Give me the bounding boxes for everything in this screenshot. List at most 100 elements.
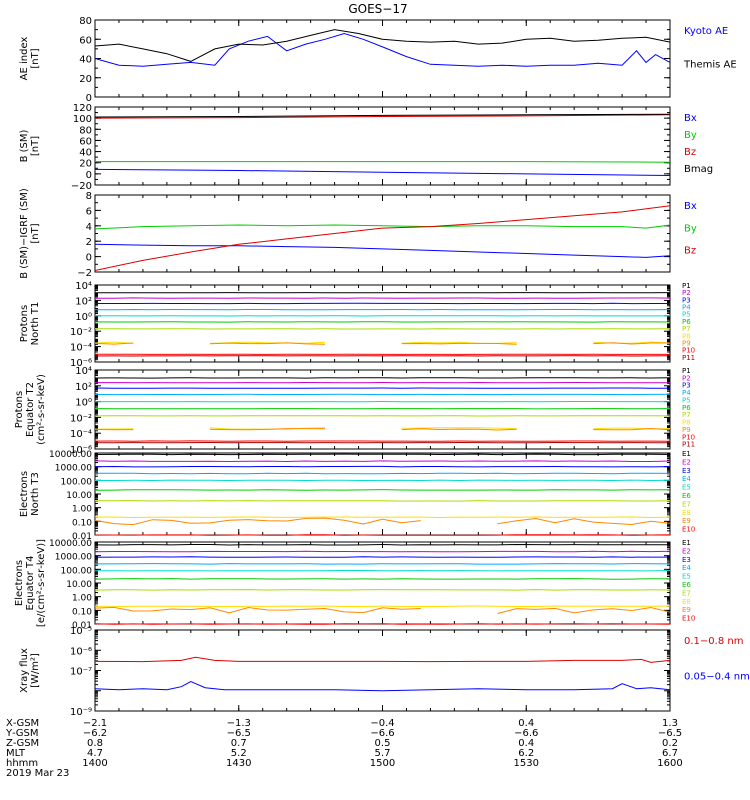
chart-title: GOES−17 xyxy=(348,2,407,16)
series-bx xyxy=(94,243,671,258)
channel-line xyxy=(94,460,671,463)
channel-line xyxy=(94,605,671,608)
y-axis-label: [e/(cm²‑s‑sr‑keV)] xyxy=(36,539,47,627)
channel-label: E7 xyxy=(682,500,691,508)
y-tick-label: −20 xyxy=(71,181,92,192)
channel-label: P6 xyxy=(682,318,691,326)
legend-item: 0.1−0.8 nm xyxy=(684,636,743,647)
panel-frame xyxy=(94,106,671,186)
y-tick-label: 2 xyxy=(86,237,92,248)
y-tick-label: 100.00 xyxy=(61,477,93,487)
y-axis-label: B (SM) xyxy=(19,129,30,162)
panel-frame xyxy=(94,629,671,712)
y-axis-label: [nT] xyxy=(30,223,41,243)
y-tick-label: 20 xyxy=(79,74,92,85)
channel-label: P7 xyxy=(682,325,691,333)
channel-line xyxy=(94,578,671,580)
y-tick-label: 0.01 xyxy=(72,621,92,631)
channel-line xyxy=(95,563,671,565)
panel-enorth: 0.01 0.10 1.00 10.00 100.00 1000.00 10000.00 El… xyxy=(19,450,695,542)
y-tick-label: 6 xyxy=(86,206,92,217)
channel-line xyxy=(209,342,326,345)
y-tick-label: 10² xyxy=(75,382,92,393)
channel-line xyxy=(401,342,517,345)
channel-label: E6 xyxy=(682,581,691,589)
channel-label: P4 xyxy=(682,304,691,312)
y-tick-label: 0 xyxy=(86,253,92,264)
panel-xray: 10⁻⁹ 10⁻⁷ 10⁻⁶ 10⁻⁵ Xray flux [W/m²] 0.1−0.8 n… xyxy=(19,626,750,718)
panel-pequator: 10⁻⁶ 10⁻⁴ 10⁻² 10⁰ 10² 10⁴ Protons Equator T2 (c… xyxy=(14,366,695,456)
ephemeris-value: 5.7 xyxy=(375,748,391,759)
channel-label: E2 xyxy=(682,547,691,555)
y-tick-label: 10⁻⁷ xyxy=(70,667,92,678)
channel-label: E6 xyxy=(682,492,691,500)
channel-line xyxy=(94,516,671,519)
channel-line xyxy=(95,500,671,502)
y-tick-label: 10⁻⁶ xyxy=(70,358,92,369)
series-0-1-0-8-nm xyxy=(94,656,671,663)
channel-line xyxy=(94,489,671,491)
channel-label: P4 xyxy=(682,389,691,397)
y-tick-label: 40 xyxy=(79,148,92,159)
ephemeris-value: 5.2 xyxy=(231,748,247,759)
y-tick-label: 10² xyxy=(75,296,92,307)
legend-item: By xyxy=(684,130,697,141)
channel-label: P3 xyxy=(682,296,691,304)
y-axis-label: [nT] xyxy=(30,48,41,68)
y-tick-label: 10.00 xyxy=(66,491,92,501)
ephemeris-value: 1400 xyxy=(82,758,107,769)
legend-item: Bx xyxy=(684,201,697,212)
legend-item: Bz xyxy=(684,246,696,257)
ephemeris-date: 2019 Mar 23 xyxy=(6,768,69,779)
y-axis-label: [W/m²] xyxy=(30,653,41,688)
channel-label: P5 xyxy=(682,396,691,404)
series-by xyxy=(95,161,671,163)
ephemeris-value: 0.8 xyxy=(87,738,103,749)
channel-line xyxy=(209,428,326,431)
ephemeris-value: 1600 xyxy=(657,758,682,769)
y-tick-label: 10000.00 xyxy=(49,450,92,460)
y-tick-label: 10⁰ xyxy=(75,312,92,323)
y-tick-label: 80 xyxy=(79,125,92,136)
series-bz xyxy=(94,114,671,119)
panel-frame xyxy=(94,369,671,450)
channel-label: P1 xyxy=(682,367,691,375)
channel-label: P10 xyxy=(682,347,695,355)
channel-label: P8 xyxy=(682,419,691,427)
channel-label: P10 xyxy=(682,433,695,441)
channel-line xyxy=(94,543,671,546)
channel-label: P8 xyxy=(682,332,691,340)
series-by xyxy=(94,224,671,230)
ephemeris-value: −1.3 xyxy=(227,718,251,729)
ephemeris-value: 0.7 xyxy=(231,738,247,749)
series-themis-ae xyxy=(94,29,671,62)
legend-item: Bx xyxy=(684,113,697,124)
channel-label: P3 xyxy=(682,382,691,390)
y-tick-label: 20 xyxy=(79,159,92,170)
y-tick-label: 60 xyxy=(79,136,92,147)
channel-line xyxy=(94,556,670,558)
y-tick-label: 0.01 xyxy=(72,532,92,542)
y-axis-label: Equator T2 xyxy=(25,382,36,437)
channel-line xyxy=(497,606,671,614)
y-tick-label: 10⁻⁵ xyxy=(70,626,92,637)
y-axis-label: Electrons xyxy=(19,471,30,517)
y-tick-label: 1000.00 xyxy=(55,464,92,474)
y-tick-label: 10⁻⁶ xyxy=(70,445,92,456)
channel-label: E1 xyxy=(682,539,691,547)
y-tick-label: 8 xyxy=(86,191,92,202)
channel-label: P5 xyxy=(682,311,691,319)
series-0-05-0-4-nm xyxy=(94,681,671,692)
ephemeris-value: 0.2 xyxy=(662,738,678,749)
channel-line xyxy=(401,428,517,431)
y-tick-label: 1.00 xyxy=(72,594,92,604)
legend-item: Bz xyxy=(684,147,696,158)
y-tick-label: 10⁰ xyxy=(75,398,92,409)
channel-line xyxy=(401,427,517,430)
panel-eequator: 0.01 0.10 1.00 10.00 100.00 1000.00 10000.00 El… xyxy=(14,539,695,631)
channel-label: E4 xyxy=(682,475,691,483)
y-tick-label: 10⁻² xyxy=(70,327,92,338)
